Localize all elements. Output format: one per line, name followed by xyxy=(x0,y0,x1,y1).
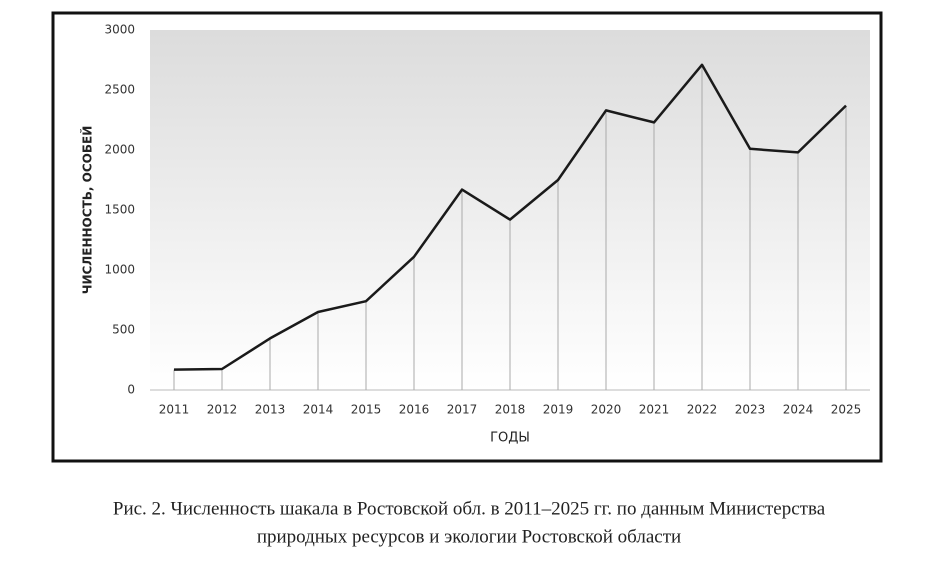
y-axis-label: ЧИСЛЕННОСТЬ, ОСОБЕЙ xyxy=(80,126,95,294)
y-tick-label: 2500 xyxy=(104,83,135,97)
x-tick-label: 2020 xyxy=(591,403,622,417)
x-tick-label: 2022 xyxy=(687,403,718,417)
y-tick-label: 3000 xyxy=(104,23,135,37)
x-tick-label: 2016 xyxy=(399,403,430,417)
x-tick-label: 2023 xyxy=(735,403,766,417)
x-tick-label: 2011 xyxy=(159,403,190,417)
x-axis-label: ГОДЫ xyxy=(490,431,530,446)
x-tick-label: 2013 xyxy=(255,403,286,417)
y-tick-label: 0 xyxy=(127,383,135,397)
x-tick-label: 2021 xyxy=(639,403,670,417)
caption-line: природных ресурсов и экологии Ростовской… xyxy=(257,526,681,547)
x-tick-label: 2014 xyxy=(303,403,334,417)
y-tick-label: 1500 xyxy=(104,203,135,217)
y-tick-label: 2000 xyxy=(104,143,135,157)
x-tick-label: 2012 xyxy=(207,403,238,417)
y-tick-label: 1000 xyxy=(104,263,135,277)
x-tick-label: 2025 xyxy=(831,403,862,417)
x-tick-label: 2024 xyxy=(783,403,814,417)
x-tick-label: 2015 xyxy=(351,403,382,417)
y-tick-label: 500 xyxy=(112,323,135,337)
x-tick-label: 2018 xyxy=(495,403,526,417)
caption-line: Рис. 2. Численность шакала в Ростовской … xyxy=(113,498,826,519)
x-tick-label: 2019 xyxy=(543,403,574,417)
data-line xyxy=(173,63,847,371)
x-tick-label: 2017 xyxy=(447,403,478,417)
